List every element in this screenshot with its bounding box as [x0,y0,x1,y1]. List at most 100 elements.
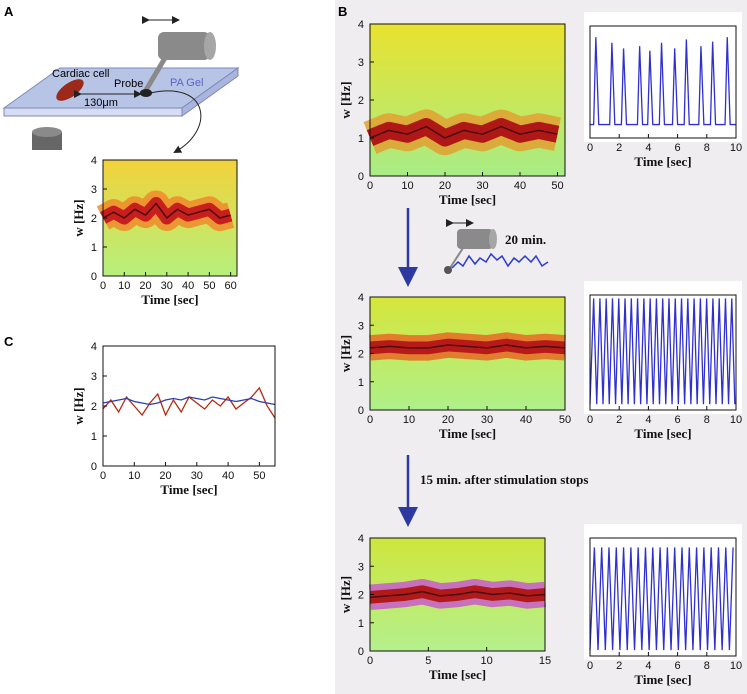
x-axis-label: Time [sec] [160,482,217,497]
x-tick-label: 8 [704,414,710,426]
ridge-line [369,344,566,349]
x-tick-label: 0 [100,280,106,292]
y-tick-label: 3 [358,320,364,332]
y-tick-label: 1 [358,618,364,630]
x-tick-label: 15 [539,655,551,667]
y-tick-label: 3 [91,184,97,196]
plot [96,160,237,276]
x-tick-label: 50 [559,414,571,426]
x-tick-label: 0 [100,470,106,482]
panel-letter: B [338,4,347,19]
x-tick-label: 8 [704,142,710,154]
line [589,547,734,651]
x-tick-label: 0 [587,660,593,672]
x-tick-label: 30 [481,414,493,426]
ridge-line [369,590,546,599]
x-tick-label: 0 [587,414,593,426]
spectrogram-background [370,24,565,176]
y-tick-label: 1 [358,377,364,389]
x-tick-label: 6 [675,142,681,154]
panel-letter: A [4,4,14,19]
y-axis-label: w [Hz] [71,387,86,424]
x-tick-label: 0 [587,142,593,154]
x-axis-label: Time [sec] [439,426,496,441]
line [102,386,276,419]
y-tick-label: 2 [91,401,97,413]
axes-frame [589,294,737,411]
x-axis-label: Time [sec] [634,154,691,169]
x-tick-label: 10 [730,414,742,426]
y-tick-label: 0 [91,461,97,473]
axes-frame [102,345,276,467]
plot [368,538,547,651]
x-tick-label: 30 [476,180,488,192]
plot [102,386,276,419]
y-tick-label: 4 [358,19,364,31]
plot [369,297,566,410]
x-tick-label: 50 [203,280,215,292]
y-tick-label: 4 [358,533,364,545]
x-tick-label: 20 [159,470,171,482]
y-axis-label: w [Hz] [338,335,353,372]
diagram-label: Probe [114,78,143,90]
line [590,37,736,126]
y-tick-label: 2 [358,590,364,602]
x-tick-label: 10 [730,660,742,672]
y-tick-label: 2 [358,95,364,107]
diagram-label: 130μm [84,97,118,109]
line [589,298,736,405]
x-axis-label: Time [sec] [141,292,198,307]
panel-letter: C [4,334,14,349]
x-tick-label: 50 [551,180,563,192]
annotation: 20 min. [505,232,546,247]
annotation: 15 min. after stimulation stops [420,472,588,487]
x-tick-label: 10 [128,470,140,482]
x-tick-label: 10 [118,280,130,292]
y-tick-label: 4 [91,155,97,167]
x-tick-label: 30 [191,470,203,482]
setup-diagram [2,16,240,153]
x-tick-label: 2 [616,414,622,426]
x-tick-label: 10 [481,655,493,667]
x-tick-label: 5 [425,655,431,667]
x-tick-label: 40 [182,280,194,292]
x-tick-label: 20 [439,180,451,192]
x-axis-label: Time [sec] [439,192,496,207]
x-tick-label: 4 [645,142,651,154]
x-axis-label: Time [sec] [429,667,486,682]
x-tick-label: 30 [161,280,173,292]
x-tick-label: 8 [704,660,710,672]
x-tick-label: 10 [730,142,742,154]
axes-frame [589,537,737,657]
x-tick-label: 4 [645,660,651,672]
x-axis-label: Time [sec] [634,672,691,687]
y-tick-label: 1 [358,133,364,145]
y-tick-label: 1 [91,242,97,254]
x-tick-label: 10 [401,180,413,192]
y-tick-label: 0 [358,646,364,658]
y-tick-label: 1 [91,431,97,443]
x-tick-label: 10 [403,414,415,426]
plot [589,547,734,651]
y-tick-label: 0 [358,171,364,183]
x-tick-label: 2 [616,142,622,154]
x-tick-label: 0 [367,414,373,426]
ridge-line [369,125,558,139]
x-tick-label: 4 [645,414,651,426]
diagram-label: Cardiac cell [52,68,109,80]
x-tick-label: 40 [222,470,234,482]
x-tick-label: 60 [224,280,236,292]
y-axis-label: w [Hz] [71,199,86,236]
y-axis-label: w [Hz] [338,81,353,118]
x-tick-label: 40 [514,180,526,192]
y-tick-label: 0 [358,405,364,417]
y-tick-label: 4 [358,292,364,304]
y-axis-label: w [Hz] [338,576,353,613]
plot [590,37,736,126]
y-tick-label: 2 [358,349,364,361]
stimulus-diagram [444,219,549,274]
ridge-line [102,202,231,220]
line [102,396,276,406]
x-tick-label: 6 [675,414,681,426]
